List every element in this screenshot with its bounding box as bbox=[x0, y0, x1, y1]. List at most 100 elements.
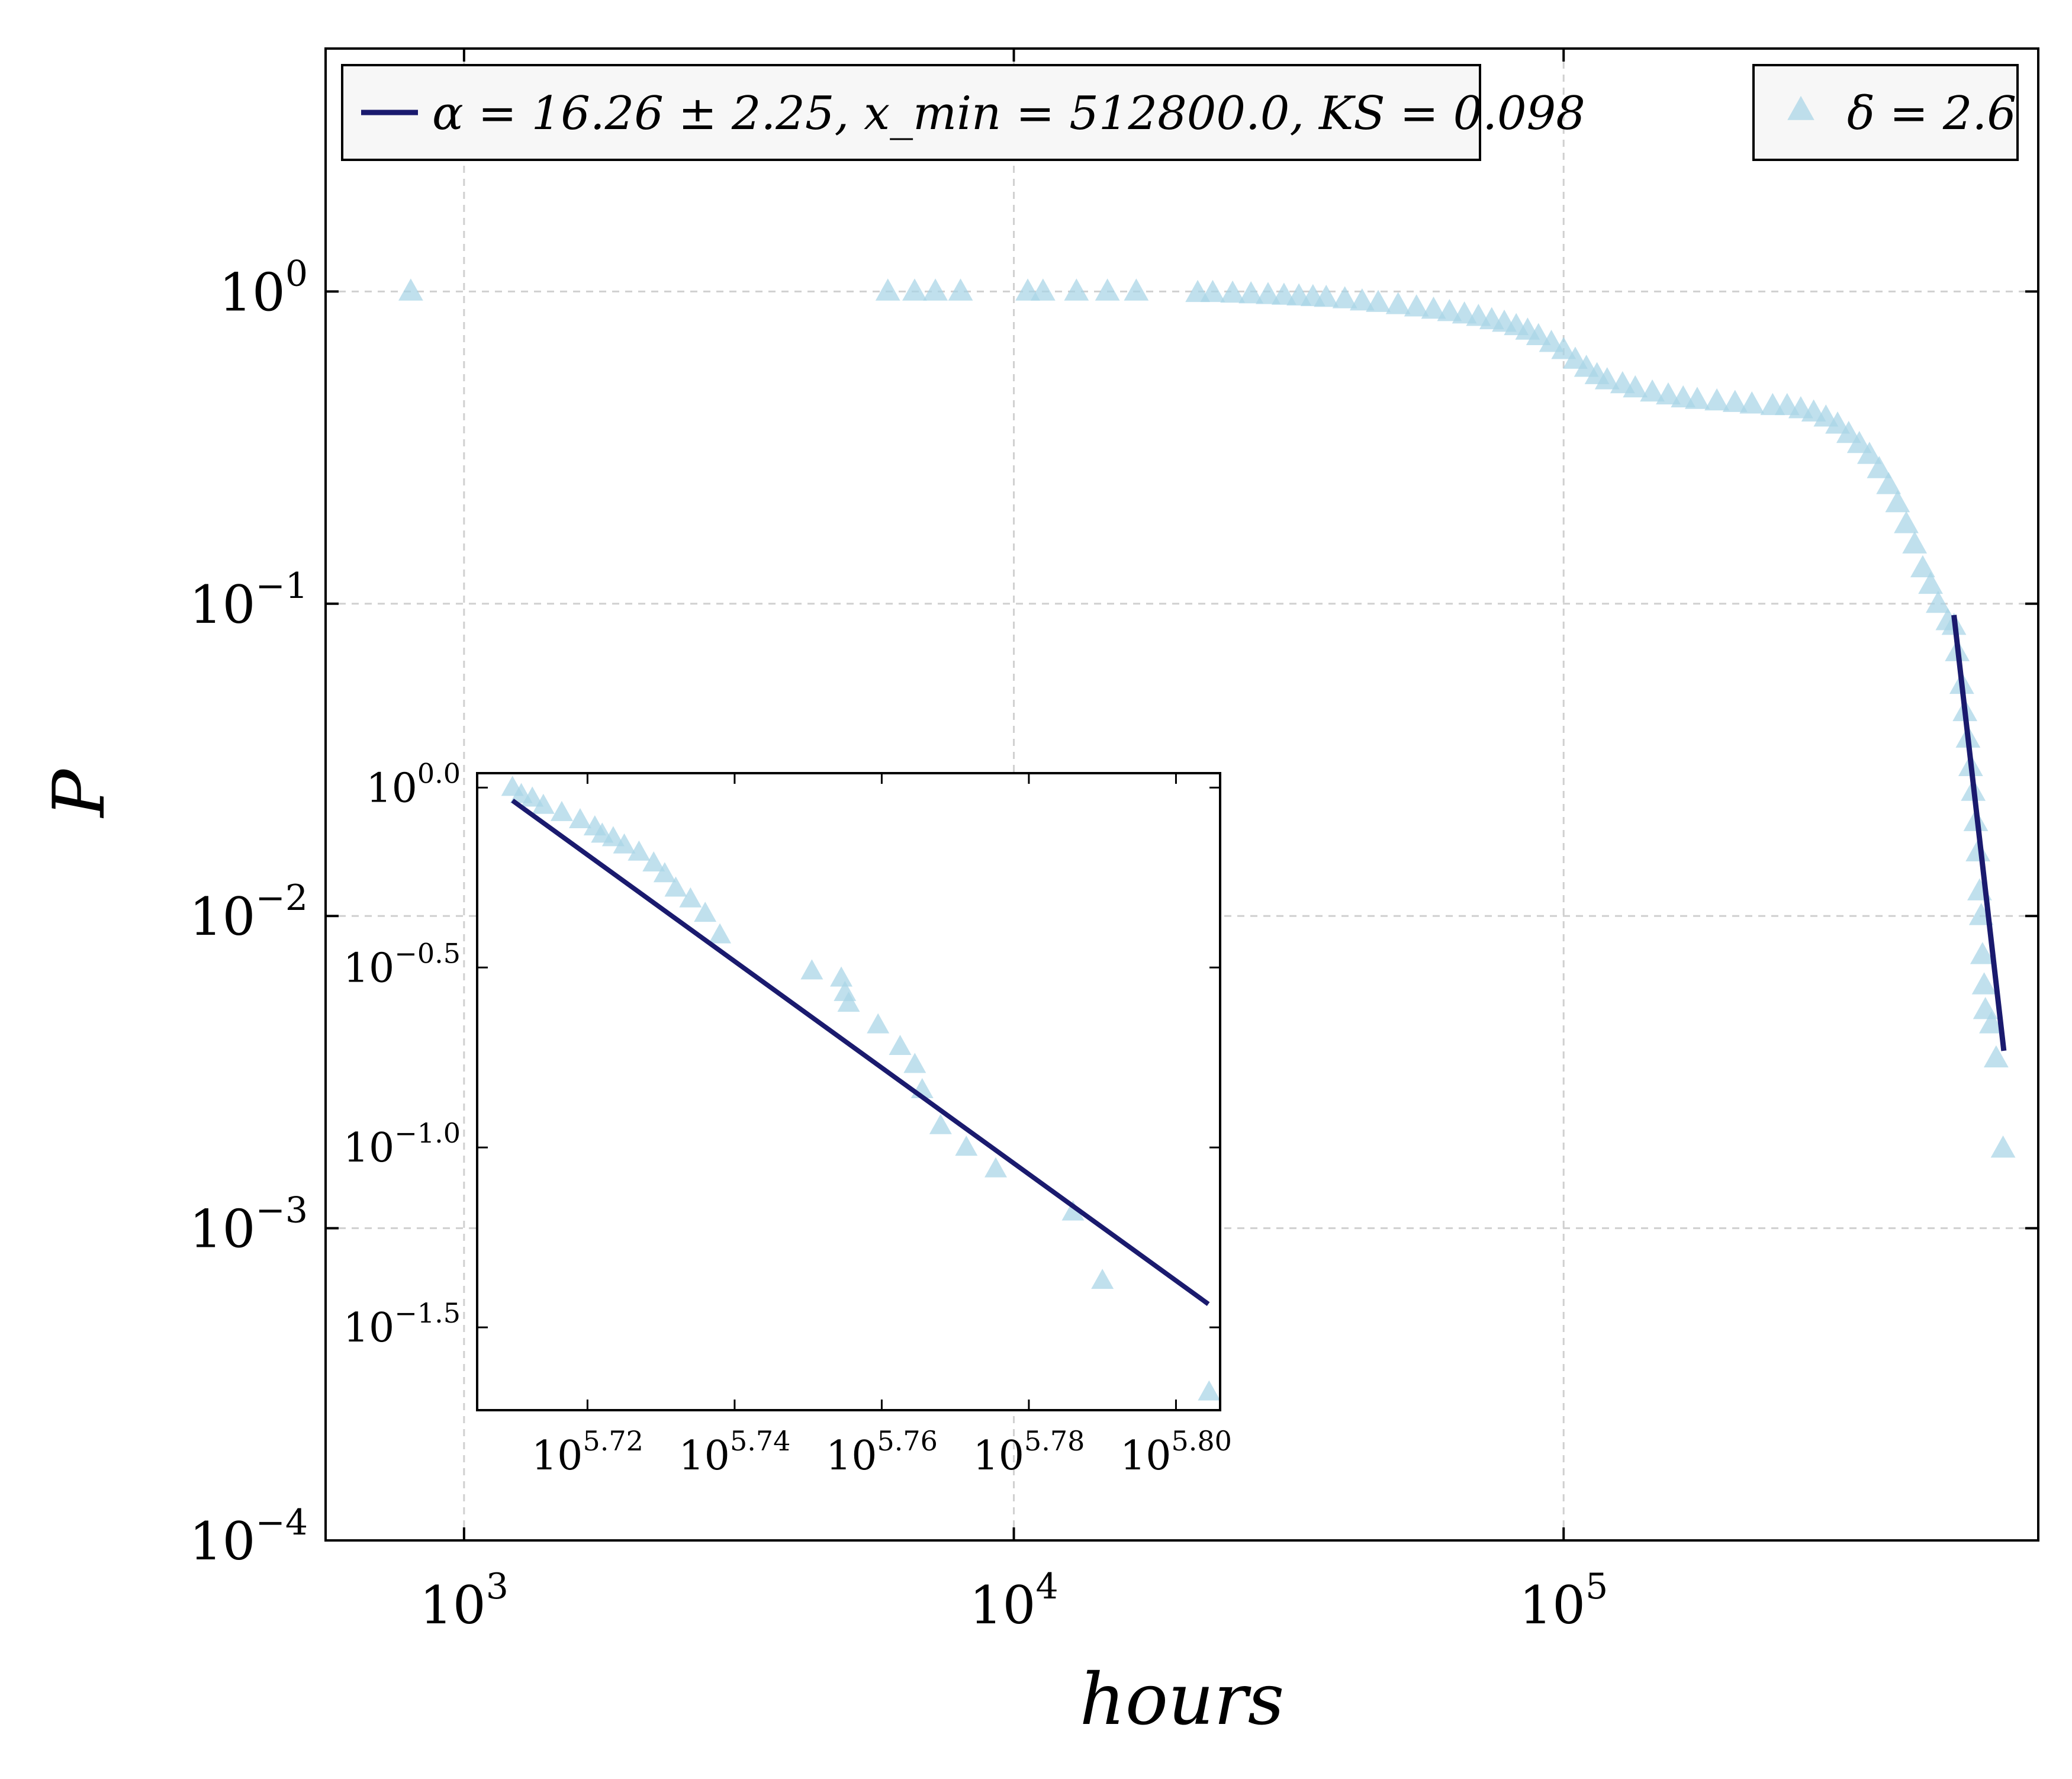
series-legend: δ = 2.6 bbox=[1752, 64, 2019, 161]
inset-data-point bbox=[550, 800, 573, 821]
inset-x-tick-label: 105.80 bbox=[1120, 1425, 1232, 1479]
inset-y-tick-label-exponent: 0.0 bbox=[417, 757, 461, 789]
inset-fit-line bbox=[511, 799, 1210, 1306]
y-tick-label: 100 bbox=[219, 253, 308, 323]
x-tick-label-base: 10 bbox=[1519, 1575, 1585, 1636]
inset-data-point bbox=[984, 1157, 1008, 1178]
data-point bbox=[1349, 288, 1375, 311]
fit-legend: α = 16.26 ± 2.25, x_min = 512800.0, KS =… bbox=[341, 64, 1585, 161]
inset-y-tick-label: 10−1.0 bbox=[343, 1117, 461, 1172]
inset-y-tick-label-base: 10 bbox=[343, 1125, 395, 1172]
data-point bbox=[1563, 346, 1588, 369]
main-scatter-series bbox=[398, 278, 2016, 1158]
data-point bbox=[1656, 382, 1681, 405]
inset-data-point bbox=[653, 862, 676, 883]
inset-x-tick-label-base: 10 bbox=[532, 1433, 583, 1479]
inset-x-tick-label-base: 10 bbox=[678, 1433, 730, 1479]
data-point bbox=[1918, 571, 1943, 594]
data-point bbox=[1973, 996, 1998, 1019]
inset-data-point bbox=[568, 808, 591, 829]
inset-y-tick-label: 10−1.5 bbox=[343, 1297, 461, 1352]
data-point bbox=[1526, 323, 1551, 346]
data-point bbox=[948, 278, 973, 301]
data-point bbox=[1332, 286, 1357, 308]
inset-data-point bbox=[532, 793, 555, 814]
x-tick-label-exponent: 4 bbox=[1035, 1566, 1058, 1607]
inset-data-point bbox=[709, 923, 732, 944]
inset-x-tick-label-base: 10 bbox=[1120, 1433, 1172, 1479]
inset-x-tick-label: 105.78 bbox=[973, 1425, 1085, 1479]
data-point bbox=[1200, 279, 1225, 303]
x-tick-label-base: 10 bbox=[969, 1575, 1035, 1636]
data-point bbox=[1971, 972, 1997, 995]
y-tick-label-base: 10 bbox=[189, 886, 256, 947]
inset-y-tick-label-base: 10 bbox=[343, 1305, 395, 1352]
fit-legend-label: α = 16.26 ± 2.25, x_min = 512800.0, KS =… bbox=[432, 87, 1585, 140]
data-point bbox=[1990, 1135, 2016, 1158]
data-point bbox=[1894, 511, 1919, 533]
data-point bbox=[1256, 282, 1280, 304]
inset-y-tick-label-base: 10 bbox=[343, 945, 395, 992]
inset-data-point bbox=[837, 992, 860, 1012]
inset-x-tick-label: 105.74 bbox=[678, 1425, 790, 1479]
data-point bbox=[1983, 1045, 2009, 1068]
data-point bbox=[1124, 278, 1149, 301]
inset-data-point bbox=[1091, 1269, 1114, 1289]
data-point bbox=[1539, 330, 1564, 352]
data-point bbox=[1739, 391, 1765, 414]
data-point bbox=[1623, 375, 1648, 398]
inset-data-point bbox=[867, 1013, 890, 1034]
fit-legend-box bbox=[341, 64, 1481, 161]
inset-x-tick-label-exponent: 5.74 bbox=[730, 1425, 790, 1457]
inset-x-tick-label-base: 10 bbox=[826, 1433, 877, 1479]
data-point bbox=[1640, 379, 1665, 402]
inset-x-tick-label-exponent: 5.78 bbox=[1024, 1425, 1085, 1457]
inset-y-tick-label-exponent: −1.5 bbox=[394, 1297, 461, 1329]
data-point bbox=[1095, 278, 1120, 301]
data-point bbox=[1885, 490, 1910, 513]
inset-data-point bbox=[889, 1035, 912, 1056]
y-tick-label: 10−2 bbox=[189, 877, 308, 947]
y-tick-label-exponent: 0 bbox=[285, 253, 308, 294]
data-point bbox=[1385, 292, 1411, 314]
data-point bbox=[1910, 555, 1935, 578]
inset-data-point bbox=[679, 887, 702, 908]
data-point bbox=[1421, 296, 1446, 319]
inset-data-point bbox=[1061, 1200, 1085, 1221]
inset-data-point bbox=[830, 966, 853, 987]
inset-x-tick-label: 105.76 bbox=[826, 1425, 938, 1479]
inset-plot: 105.72 105.74 105.76 105.78 105.80100.010−0.… bbox=[343, 757, 1232, 1479]
inset-data-point bbox=[929, 1114, 952, 1134]
y-tick-label-exponent: −2 bbox=[256, 877, 308, 919]
inset-background bbox=[477, 773, 1220, 1410]
x-tick-label-exponent: 3 bbox=[486, 1566, 509, 1607]
data-point bbox=[1825, 411, 1850, 434]
data-point bbox=[923, 278, 948, 301]
data-point bbox=[1836, 420, 1861, 443]
y-axis-title: P bbox=[38, 768, 121, 818]
inset-data-point bbox=[664, 876, 687, 897]
x-tick-label: 103 bbox=[420, 1566, 509, 1636]
x-tick-label-exponent: 5 bbox=[1585, 1566, 1608, 1607]
data-point bbox=[1404, 294, 1429, 317]
data-point bbox=[1722, 390, 1748, 412]
data-point bbox=[1030, 278, 1056, 301]
data-point bbox=[1970, 942, 1995, 964]
data-point bbox=[1704, 388, 1730, 411]
data-point bbox=[1220, 280, 1246, 303]
data-point bbox=[1314, 284, 1339, 307]
inset-data-point bbox=[601, 826, 625, 847]
data-point bbox=[1366, 289, 1391, 312]
x-tick-label: 104 bbox=[969, 1566, 1058, 1636]
x-axis-title: hours bbox=[1080, 1659, 1285, 1741]
inset-x-tick-label-exponent: 5.76 bbox=[877, 1425, 937, 1457]
inset-x-tick-label-exponent: 5.72 bbox=[583, 1425, 643, 1457]
fit-line bbox=[1951, 615, 2007, 1051]
inset-data-point bbox=[521, 786, 544, 807]
y-tick-label: 10−4 bbox=[189, 1502, 308, 1572]
data-point bbox=[1064, 278, 1089, 301]
inset-y-tick-label-exponent: −0.5 bbox=[394, 937, 461, 969]
inset-data-point bbox=[800, 959, 823, 980]
